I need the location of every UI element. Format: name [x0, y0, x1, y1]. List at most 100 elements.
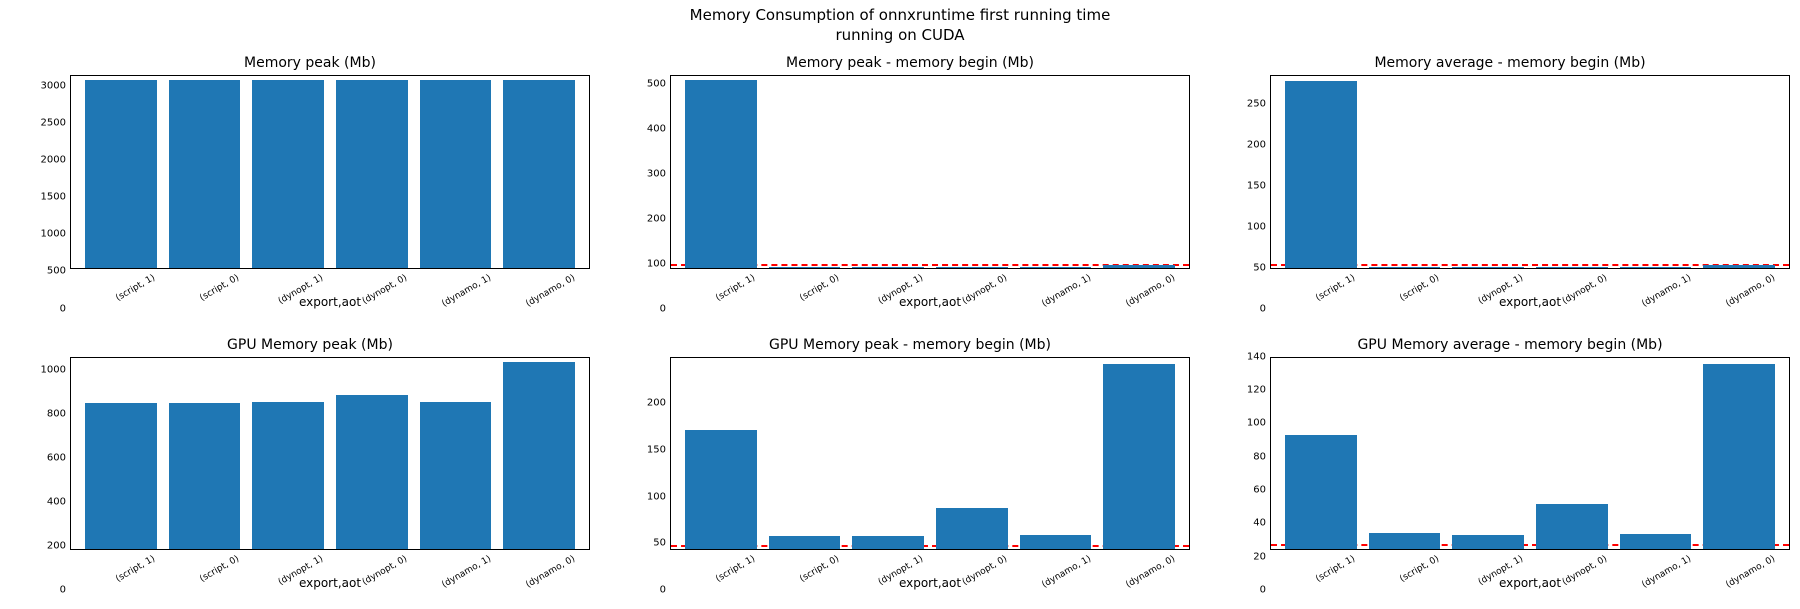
y-axis: 300025002000150010005000: [30, 75, 70, 309]
bar: [503, 362, 575, 549]
y-tick-label: 150: [647, 444, 666, 455]
y-axis: 250200150100500: [1230, 75, 1270, 309]
y-tick-label: 600: [47, 452, 66, 463]
plot-area: [70, 75, 590, 269]
y-tick-label: 0: [660, 585, 666, 596]
y-tick-label: 800: [47, 408, 66, 419]
axes: 300025002000150010005000(script, 1)(scri…: [30, 75, 590, 309]
x-axis: (script, 1)(script, 0)(dynopt, 1)(dynopt…: [70, 269, 590, 291]
bar: [1285, 81, 1357, 268]
y-tick-label: 50: [653, 538, 666, 549]
bar: [503, 80, 575, 268]
y-tick-label: 1500: [41, 192, 66, 203]
plot-area: [670, 75, 1190, 269]
y-tick-label: 0: [60, 303, 66, 314]
figure: Memory Consumption of onnxruntime first …: [0, 0, 1800, 600]
y-tick-label: 120: [1247, 384, 1266, 395]
y-tick-label: 200: [47, 540, 66, 551]
bar: [852, 267, 924, 268]
y-tick-label: 500: [47, 266, 66, 277]
plot-column: (script, 1)(script, 0)(dynopt, 1)(dynopt…: [70, 357, 590, 591]
bar: [1285, 435, 1357, 549]
bar: [1369, 533, 1441, 549]
figure-suptitle: Memory Consumption of onnxruntime first …: [0, 0, 1800, 45]
y-tick-label: 3000: [41, 81, 66, 92]
y-tick-label: 0: [660, 303, 666, 314]
bar: [420, 80, 492, 268]
bar: [169, 80, 241, 268]
plot-column: (script, 1)(script, 0)(dynopt, 1)(dynopt…: [1270, 357, 1790, 591]
y-tick-label: 140: [1247, 351, 1266, 362]
bar: [336, 395, 408, 549]
bar: [852, 536, 924, 549]
axes: 5004003002001000(script, 1)(script, 0)(d…: [630, 75, 1190, 309]
bar: [1369, 267, 1441, 268]
y-tick-label: 100: [1247, 221, 1266, 232]
bar: [769, 267, 841, 268]
bar: [1703, 364, 1775, 549]
bar: [1452, 535, 1524, 549]
y-tick-label: 1000: [41, 229, 66, 240]
y-tick-label: 300: [647, 168, 666, 179]
x-axis: (script, 1)(script, 0)(dynopt, 1)(dynopt…: [1270, 269, 1790, 291]
x-axis: (script, 1)(script, 0)(dynopt, 1)(dynopt…: [70, 550, 590, 572]
x-axis: (script, 1)(script, 0)(dynopt, 1)(dynopt…: [670, 550, 1190, 572]
y-tick-label: 150: [1247, 180, 1266, 191]
axes: 200150100500(script, 1)(script, 0)(dynop…: [630, 357, 1190, 591]
bar: [769, 536, 841, 549]
x-axis: (script, 1)(script, 0)(dynopt, 1)(dynopt…: [670, 269, 1190, 291]
subplot-title: GPU Memory peak - memory begin (Mb): [630, 337, 1190, 353]
axes: 10008006004002000(script, 1)(script, 0)(…: [30, 357, 590, 591]
subplot-title: Memory average - memory begin (Mb): [1230, 55, 1790, 71]
bar: [1103, 364, 1175, 549]
y-axis: 200150100500: [630, 357, 670, 591]
subplot-title: Memory peak - memory begin (Mb): [630, 55, 1190, 71]
plot-area: [670, 357, 1190, 551]
subplot-title: GPU Memory average - memory begin (Mb): [1230, 337, 1790, 353]
bar: [252, 402, 324, 549]
bar: [85, 80, 157, 268]
subplot-title: GPU Memory peak (Mb): [30, 337, 590, 353]
plot-area: [1270, 75, 1790, 269]
y-tick-label: 200: [647, 213, 666, 224]
suptitle-line1: Memory Consumption of onnxruntime first …: [0, 6, 1800, 26]
y-tick-label: 400: [647, 123, 666, 134]
y-tick-label: 200: [647, 398, 666, 409]
plot-column: (script, 1)(script, 0)(dynopt, 1)(dynopt…: [1270, 75, 1790, 309]
plot-column: (script, 1)(script, 0)(dynopt, 1)(dynopt…: [670, 75, 1190, 309]
bar: [685, 430, 757, 549]
bar: [1020, 535, 1092, 549]
bar: [1020, 267, 1092, 268]
bar: [420, 402, 492, 549]
subplot: Memory peak (Mb)300025002000150010005000…: [30, 55, 590, 309]
plot-area: [70, 357, 590, 551]
y-tick-label: 100: [1247, 418, 1266, 429]
y-axis: 5004003002001000: [630, 75, 670, 309]
bar: [1620, 534, 1692, 549]
bar: [1536, 267, 1608, 268]
bar: [1620, 267, 1692, 268]
bar: [936, 508, 1008, 549]
subplot: GPU Memory peak (Mb)10008006004002000(sc…: [30, 337, 590, 591]
axes: 250200150100500(script, 1)(script, 0)(dy…: [1230, 75, 1790, 309]
plot-column: (script, 1)(script, 0)(dynopt, 1)(dynopt…: [70, 75, 590, 309]
bar: [1452, 267, 1524, 268]
y-tick-label: 0: [1260, 303, 1266, 314]
axes: 140120100806040200(script, 1)(script, 0)…: [1230, 357, 1790, 591]
bar: [1536, 504, 1608, 549]
bar: [336, 80, 408, 268]
y-tick-label: 100: [647, 258, 666, 269]
y-tick-label: 80: [1253, 451, 1266, 462]
y-tick-label: 0: [1260, 585, 1266, 596]
plot-column: (script, 1)(script, 0)(dynopt, 1)(dynopt…: [670, 357, 1190, 591]
bar: [1103, 265, 1175, 267]
subplot: Memory peak - memory begin (Mb)500400300…: [630, 55, 1190, 309]
y-tick-label: 2500: [41, 118, 66, 129]
y-tick-label: 1000: [41, 364, 66, 375]
subplot: Memory average - memory begin (Mb)250200…: [1230, 55, 1790, 309]
y-axis: 140120100806040200: [1230, 357, 1270, 591]
y-tick-label: 20: [1253, 551, 1266, 562]
subplot-grid: Memory peak (Mb)300025002000150010005000…: [30, 55, 1790, 590]
y-tick-label: 100: [647, 491, 666, 502]
y-axis: 10008006004002000: [30, 357, 70, 591]
